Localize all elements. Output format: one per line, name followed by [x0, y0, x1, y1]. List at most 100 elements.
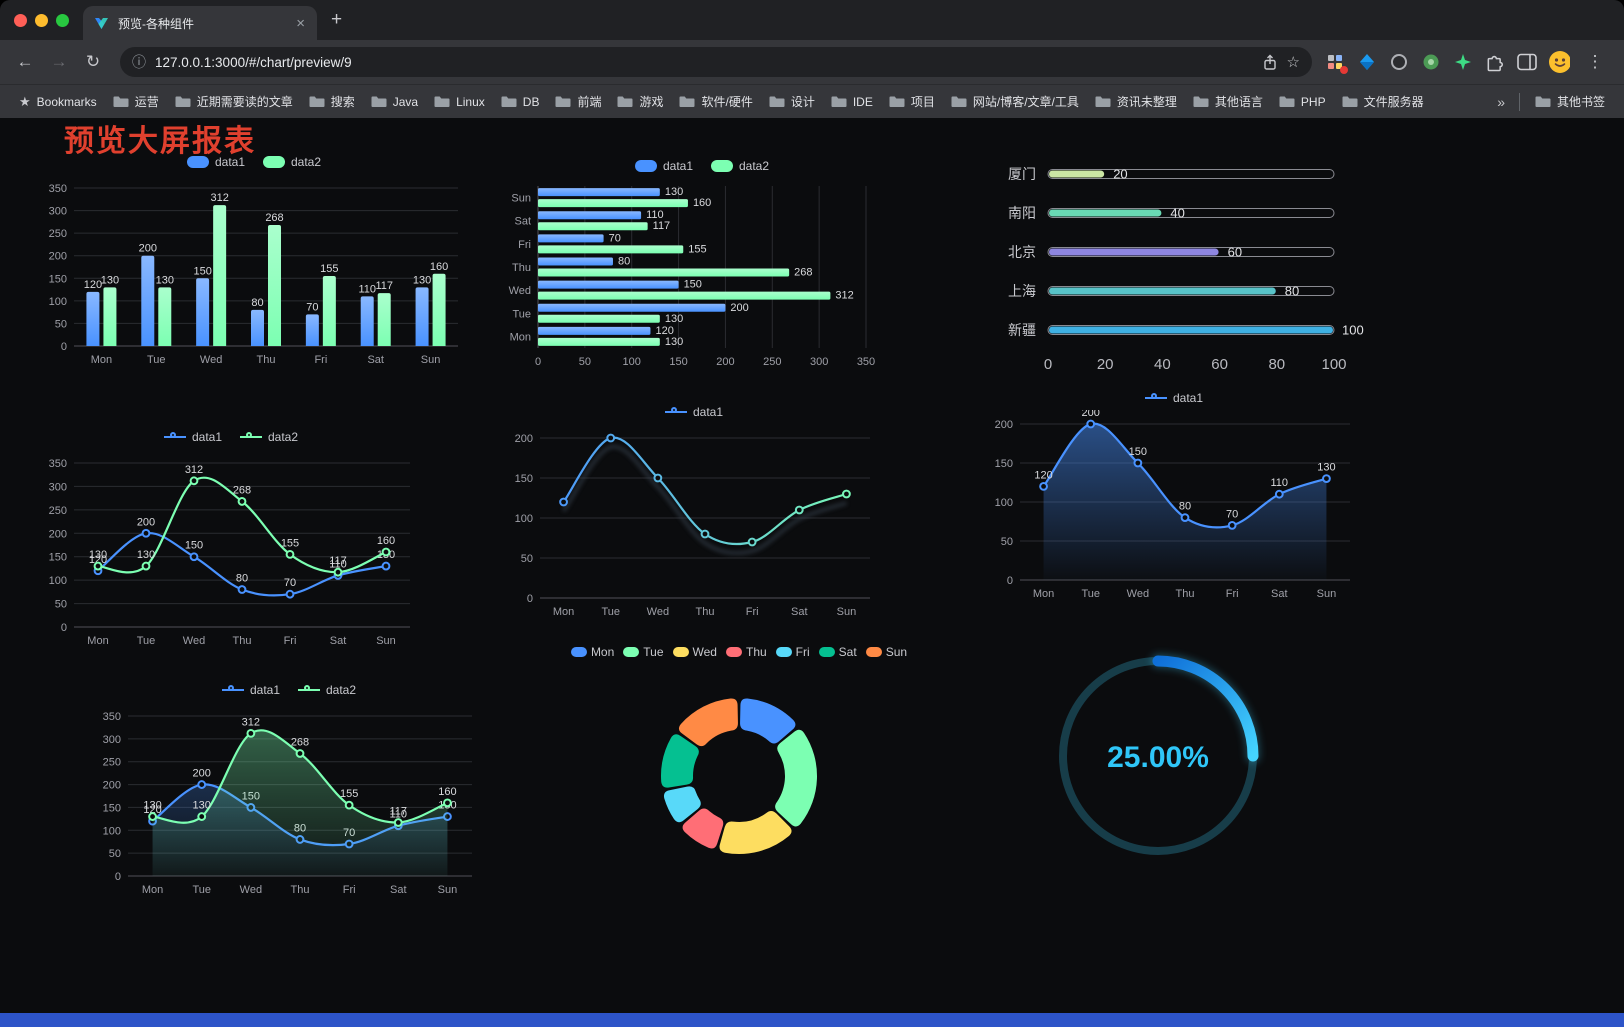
legend-item[interactable]: data1 — [163, 430, 222, 444]
svg-text:40: 40 — [1170, 206, 1184, 221]
zoom-window-button[interactable] — [56, 13, 69, 27]
legend-item[interactable]: Tue — [623, 645, 664, 659]
legend-line-marker-icon — [163, 432, 186, 442]
bookmark-label: 网站/博客/文章/工具 — [972, 95, 1079, 109]
chart-line-area-two-series: data1 data2 0 50 100 150 200 250 300 350 Mon Tue Wed… — [94, 678, 484, 900]
url-text[interactable]: 127.0.0.1:3000/#/chart/preview/9 — [155, 54, 352, 70]
legend-label: Tue — [643, 645, 664, 659]
svg-text:312: 312 — [835, 290, 853, 302]
bookmark-folder[interactable]: 设计 — [762, 90, 822, 113]
share-icon[interactable] — [1262, 54, 1278, 71]
svg-text:150: 150 — [684, 279, 702, 291]
legend-marker-icon — [623, 647, 640, 657]
minimize-window-button[interactable] — [35, 13, 48, 27]
bookmark-folder[interactable]: 文件服务器 — [1335, 90, 1431, 113]
page-content: 预览大屏报表 data1 data2 0 50 100 150 200 250 300 350 Mo… — [0, 118, 1624, 1027]
legend-item[interactable]: Sun — [865, 645, 907, 659]
extension-star-icon[interactable] — [1452, 51, 1474, 73]
svg-text:120: 120 — [655, 325, 673, 337]
extensions-area: ⋮ — [1324, 47, 1614, 77]
bookmark-folder[interactable]: 其他语言 — [1186, 90, 1270, 113]
extension-grid-icon[interactable] — [1324, 51, 1348, 74]
new-tab-button[interactable]: + — [331, 9, 343, 30]
bookmark-label: 游戏 — [639, 95, 664, 109]
svg-text:350: 350 — [857, 356, 875, 368]
legend-item[interactable]: Thu — [725, 645, 767, 659]
svg-text:Thu: Thu — [1176, 588, 1195, 600]
bookmark-label: 资讯未整理 — [1116, 95, 1177, 109]
star-icon: ★ — [19, 93, 31, 109]
bookmark-folder[interactable]: 软件/硬件 — [672, 90, 759, 113]
bookmark-folder[interactable]: 游戏 — [610, 90, 670, 113]
bookmarks-divider — [1518, 92, 1520, 111]
bookmark-star-icon[interactable]: ☆ — [1286, 54, 1300, 71]
bookmarks-overflow-chevron[interactable]: » — [1497, 93, 1505, 110]
browser-tab[interactable]: 预览-各种组件 × — [83, 6, 317, 40]
bookmark-folder[interactable]: 项目 — [882, 90, 942, 113]
svg-text:40: 40 — [1154, 356, 1171, 373]
svg-text:Mon: Mon — [510, 331, 531, 343]
svg-text:50: 50 — [521, 553, 533, 565]
bookmark-folder[interactable]: 资讯未整理 — [1088, 90, 1184, 113]
svg-text:130: 130 — [665, 336, 683, 348]
bookmark-folder[interactable]: Java — [364, 92, 425, 112]
legend-item[interactable]: Wed — [672, 645, 717, 659]
bookmark-label: 其他语言 — [1214, 95, 1263, 109]
forward-button[interactable]: → — [50, 52, 68, 71]
legend-label: Thu — [745, 645, 767, 659]
bookmarks-manager[interactable]: ★ Bookmarks — [12, 91, 104, 113]
close-window-button[interactable] — [14, 13, 27, 27]
legend-item[interactable]: data1 — [221, 683, 280, 697]
bookmark-folder[interactable]: DB — [494, 92, 547, 112]
svg-text:Sun: Sun — [511, 193, 531, 205]
footer-accent-bar — [0, 1013, 1624, 1027]
svg-text:0: 0 — [115, 871, 121, 883]
bookmark-folder[interactable]: PHP — [1272, 92, 1333, 112]
legend-item[interactable]: data1 — [1144, 391, 1203, 405]
svg-text:Fri: Fri — [1226, 588, 1239, 600]
svg-text:Sun: Sun — [438, 884, 458, 896]
svg-text:Thu: Thu — [233, 635, 252, 647]
reload-button[interactable]: ↻ — [85, 52, 101, 71]
svg-text:100: 100 — [995, 497, 1013, 509]
side-panel-icon[interactable] — [1516, 51, 1538, 73]
svg-text:200: 200 — [139, 243, 157, 255]
menu-icon[interactable]: ⋮ — [1586, 52, 1604, 71]
extension-ring-icon[interactable] — [1388, 51, 1410, 73]
url-bar[interactable]: ⓘ 127.0.0.1:3000/#/chart/preview/9 ☆ — [120, 47, 1312, 77]
bookmark-folder[interactable]: 前端 — [548, 90, 608, 113]
bookmark-folder[interactable]: 运营 — [106, 90, 166, 113]
site-info-icon[interactable]: ⓘ — [132, 54, 146, 70]
back-button[interactable]: ← — [16, 52, 34, 71]
legend-item[interactable]: Mon — [570, 645, 614, 659]
folder-icon — [951, 96, 967, 107]
legend-item[interactable]: data2 — [263, 155, 321, 169]
bookmark-folder[interactable]: 近期需要读的文章 — [168, 90, 300, 113]
tab-close-icon[interactable]: × — [296, 14, 305, 32]
svg-text:250: 250 — [49, 228, 67, 240]
other-bookmarks-folder[interactable]: 其他书签 — [1528, 90, 1612, 113]
legend-item[interactable]: data1 — [186, 155, 245, 169]
folder-icon — [1095, 96, 1111, 107]
legend-marker-icon — [775, 647, 792, 657]
bookmark-folder[interactable]: 网站/博客/文章/工具 — [944, 90, 1086, 113]
puzzle-icon[interactable] — [1484, 51, 1506, 73]
svg-text:Sat: Sat — [791, 606, 808, 618]
legend-item[interactable]: data1 — [664, 405, 723, 419]
svg-text:Wed: Wed — [183, 635, 205, 647]
bookmark-label: 前端 — [577, 95, 602, 109]
extension-green-circle-icon[interactable] — [1420, 51, 1442, 73]
extension-kite-icon[interactable] — [1356, 51, 1378, 73]
bookmark-folder[interactable]: IDE — [824, 92, 880, 112]
bookmark-folder[interactable]: Linux — [427, 92, 492, 112]
legend-item[interactable]: Fri — [775, 645, 810, 659]
svg-text:150: 150 — [185, 540, 203, 552]
legend-item[interactable]: data2 — [240, 430, 298, 444]
bookmark-folder[interactable]: 搜索 — [302, 90, 362, 113]
legend-item[interactable]: data1 — [634, 159, 693, 173]
legend-item[interactable]: Sat — [818, 645, 857, 659]
profile-avatar[interactable] — [1548, 51, 1570, 73]
legend-item[interactable]: data2 — [711, 159, 769, 173]
svg-text:Tue: Tue — [147, 354, 166, 366]
legend-item[interactable]: data2 — [298, 683, 356, 697]
